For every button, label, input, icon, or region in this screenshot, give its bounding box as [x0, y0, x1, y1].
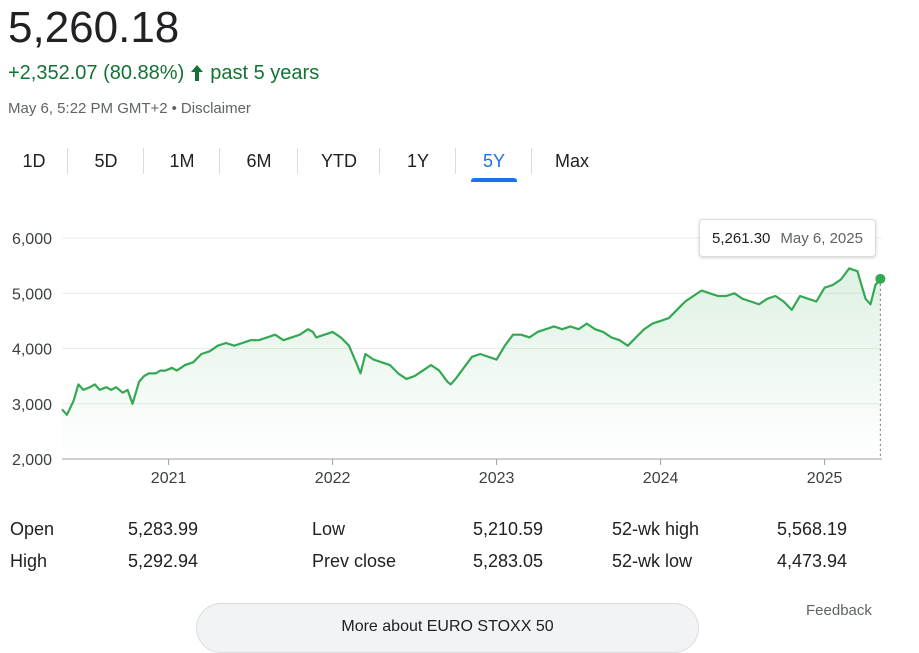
y-tick-label: 3,000 [12, 397, 52, 414]
highlight-point [875, 273, 886, 284]
x-tick-label: 2021 [151, 470, 187, 487]
tab-1m[interactable]: 1M [144, 140, 220, 182]
tab-label: 5Y [482, 150, 506, 171]
price-line [61, 267, 882, 416]
change-period: past 5 years [210, 62, 320, 84]
active-tab-indicator [471, 178, 517, 182]
tab-5y[interactable]: 5Y [456, 140, 532, 182]
high-label: High [10, 551, 48, 571]
x-tick-label: 2025 [807, 470, 843, 487]
y-tick-label: 2,000 [12, 452, 52, 469]
tab-ytd[interactable]: YTD [298, 140, 380, 182]
x-tick-label: 2023 [479, 470, 515, 487]
wk52-high-label: 52-wk high [612, 519, 700, 539]
stats-row-2: High 5,292.94 Prev close 5,283.05 52-wk … [10, 547, 870, 579]
feedback-link[interactable]: Feedback [806, 602, 872, 619]
tab-1y[interactable]: 1Y [380, 140, 456, 182]
tab-max[interactable]: Max [532, 140, 612, 182]
key-stats: Open 5,283.99 Low 5,210.59 52-wk high 5,… [10, 515, 870, 579]
stats-row-1: Open 5,283.99 Low 5,210.59 52-wk high 5,… [10, 515, 870, 547]
chart-tooltip: 5,261.30 May 6, 2025 [699, 219, 876, 257]
y-tick-label: 4,000 [12, 342, 52, 359]
tooltip-date: May 6, 2025 [780, 229, 863, 247]
tab-label: 1D [22, 150, 46, 171]
timestamp: May 6, 5:22 PM GMT+2 [8, 100, 168, 117]
more-about-label: More about EURO STOXX 50 [341, 618, 554, 635]
tab-label: Max [554, 150, 589, 171]
range-tabs: 1D 5D 1M 6M YTD 1Y 5Y Max [0, 140, 612, 182]
y-axis: 2,000 3,000 4,000 5,000 6,000 [12, 231, 52, 469]
arrow-up-icon [191, 65, 204, 81]
timestamp-row: May 6, 5:22 PM GMT+2 • Disclaimer [8, 99, 251, 119]
y-tick-label: 5,000 [12, 286, 52, 303]
disclaimer-link[interactable]: Disclaimer [180, 100, 251, 117]
wk52-low-value: 4,473.94 [777, 551, 848, 571]
more-about-button[interactable]: More about EURO STOXX 50 [196, 603, 699, 653]
tab-label: 6M [246, 150, 272, 171]
wk52-high-value: 5,568.19 [777, 519, 848, 539]
price-change: +2,352.07 (80.88%) past 5 years [8, 60, 319, 86]
tab-5d[interactable]: 5D [68, 140, 144, 182]
tab-label: 1M [169, 150, 195, 171]
x-axis: 2021 2022 2023 2024 2025 [151, 459, 843, 487]
tab-label: 1Y [406, 150, 430, 171]
y-tick-label: 6,000 [12, 231, 52, 248]
prev-close-label: Prev close [312, 551, 397, 571]
low-value: 5,210.59 [473, 519, 544, 539]
tab-label: 5D [94, 150, 118, 171]
high-value: 5,292.94 [128, 551, 199, 571]
price-area [62, 268, 881, 459]
tooltip-value: 5,261.30 [712, 229, 771, 247]
x-tick-label: 2024 [643, 470, 679, 487]
tab-label: YTD [321, 150, 357, 171]
open-value: 5,283.99 [128, 519, 199, 539]
prev-close-value: 5,283.05 [473, 551, 544, 571]
x-tick-label: 2022 [315, 470, 351, 487]
separator: • [171, 100, 177, 117]
wk52-low-label: 52-wk low [612, 551, 693, 571]
change-value: +2,352.07 (80.88%) [8, 62, 185, 84]
tab-1d[interactable]: 1D [0, 140, 68, 182]
current-price: 5,260.18 [8, 3, 180, 52]
low-label: Low [312, 519, 346, 539]
open-label: Open [10, 519, 55, 539]
tab-6m[interactable]: 6M [220, 140, 298, 182]
